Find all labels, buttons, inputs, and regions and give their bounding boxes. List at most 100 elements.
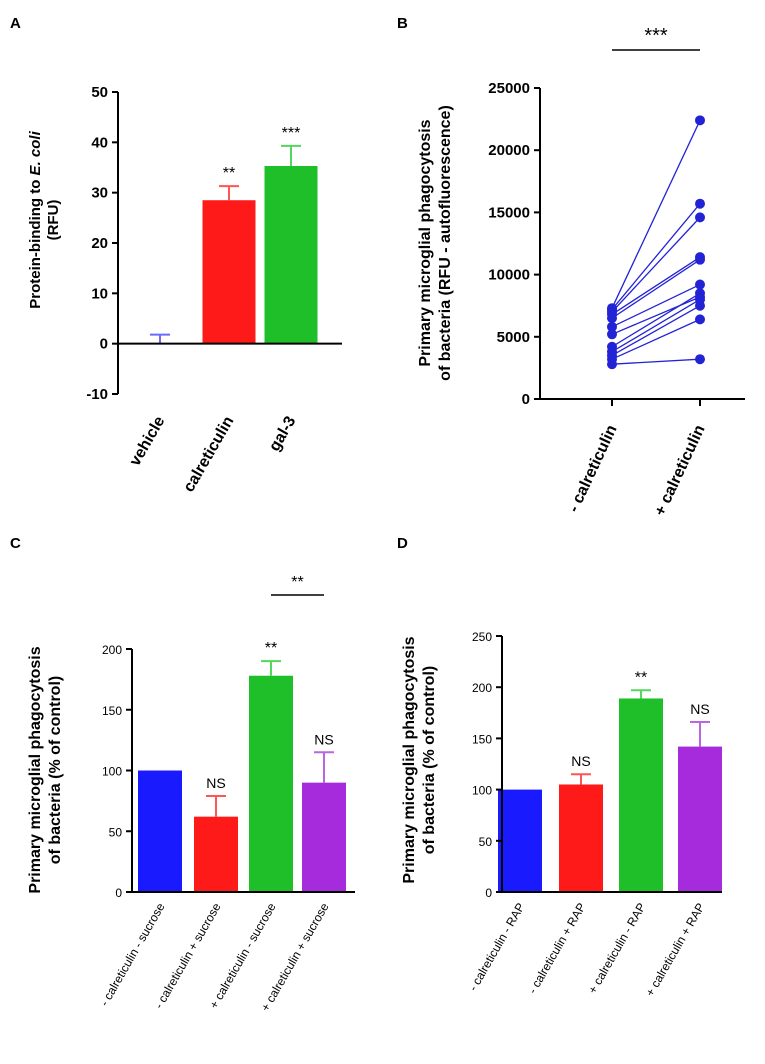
panel-letter: D xyxy=(397,535,408,552)
x-category-label: gal-3 xyxy=(266,413,299,454)
significance-label: *** xyxy=(282,125,301,142)
point-plus-calreticulin xyxy=(695,354,705,365)
significance-label: NS xyxy=(690,701,709,717)
y-tick-label: 25000 xyxy=(488,80,530,97)
x-category-label: - calreticulin + RAP xyxy=(525,901,588,997)
pair-line xyxy=(611,256,701,315)
y-tick-label: 50 xyxy=(109,825,123,839)
pair-line xyxy=(611,216,701,313)
panel-d: D NS ** NS 0 50 100 150 200 250 Primary microglial… xyxy=(397,535,722,999)
bar xyxy=(202,200,256,344)
pair-line xyxy=(611,120,701,309)
y-tick-label: 0 xyxy=(485,886,492,900)
bar xyxy=(194,816,238,892)
pair-line xyxy=(611,318,701,360)
significance-label: NS xyxy=(206,775,225,791)
pair-line xyxy=(611,259,701,319)
bar xyxy=(678,746,722,892)
significance-label: NS xyxy=(314,731,333,747)
bar xyxy=(249,675,293,892)
x-category-label: - calreticulin - RAP xyxy=(466,901,528,994)
pair-line xyxy=(611,292,701,348)
bracket-significance-label: *** xyxy=(644,25,668,47)
y-axis-label: Protein-binding to E. coli (RFU) xyxy=(27,130,62,308)
pair-line xyxy=(611,358,701,365)
bar xyxy=(559,784,603,892)
bracket-significance-label: ** xyxy=(291,574,303,591)
y-axis-label-line2: (RFU) xyxy=(45,200,62,241)
y-tick-label: 100 xyxy=(102,765,122,779)
y-tick-label: 30 xyxy=(91,185,108,202)
x-category-label: - calreticulin - sucrose xyxy=(97,900,168,1008)
x-category-label: + calreticulin + RAP xyxy=(643,901,708,999)
y-tick-label: 0 xyxy=(115,886,122,900)
point-minus-calreticulin xyxy=(607,329,617,340)
bar xyxy=(619,698,663,892)
point-minus-calreticulin xyxy=(607,321,617,332)
y-axis-label-line1: Protein-binding to xyxy=(27,175,44,308)
y-tick-label: 15000 xyxy=(488,204,530,221)
pair-line xyxy=(611,203,701,310)
significance-label: NS xyxy=(571,753,590,769)
point-plus-calreticulin xyxy=(695,314,705,325)
panel-c: C NS ** NS 0 50 100 150 200 ** Primary microglial … xyxy=(10,535,355,1014)
pair-line xyxy=(611,296,701,335)
point-plus-calreticulin xyxy=(695,279,705,290)
y-axis-label: Primary microglial phagocytosis of bacter… xyxy=(27,646,64,893)
y-tick-label: 200 xyxy=(472,681,492,695)
panel-letter: A xyxy=(10,15,21,32)
y-axis-label-line2: of bacteria (% of control) xyxy=(47,676,64,864)
significance-label: ** xyxy=(635,669,647,686)
y-tick-label: 250 xyxy=(472,630,492,644)
x-category-label: - calreticulin xyxy=(565,423,620,516)
panel-b: B 0 5000 10000 15000 20000 25000 *** Primary mic… xyxy=(397,15,745,519)
x-category-label: + calreticulin - RAP xyxy=(585,901,648,997)
point-plus-calreticulin xyxy=(695,212,705,223)
y-axis-label-italic: E. coli xyxy=(27,130,44,175)
y-tick-label: 0 xyxy=(100,336,108,353)
panel-letter: B xyxy=(397,15,408,32)
y-axis-label-line2: of bacteria (% of control) xyxy=(421,666,438,854)
point-plus-calreticulin xyxy=(695,198,705,209)
y-tick-label: 200 xyxy=(102,643,122,657)
y-tick-label: 100 xyxy=(472,784,492,798)
y-tick-label: 5000 xyxy=(497,329,530,346)
y-tick-label: 40 xyxy=(91,134,108,151)
y-tick-label: 50 xyxy=(91,84,108,101)
y-tick-label: 50 xyxy=(479,835,493,849)
point-plus-calreticulin xyxy=(695,291,705,302)
y-axis-label-line1: Primary microglial phagocytosis xyxy=(27,646,44,893)
bar xyxy=(302,782,346,892)
x-category-label: vehicle xyxy=(127,413,169,469)
y-tick-label: 10000 xyxy=(488,267,530,284)
point-minus-calreticulin xyxy=(607,341,617,352)
y-tick-label: 150 xyxy=(102,704,122,718)
bar xyxy=(498,789,542,892)
point-plus-calreticulin xyxy=(695,252,705,263)
y-tick-label: 20000 xyxy=(488,142,530,159)
bar xyxy=(264,165,318,344)
bar xyxy=(138,770,182,892)
significance-label: ** xyxy=(265,640,277,657)
pair-line xyxy=(611,298,701,353)
y-axis-label-line1: Primary microglial phagocytosis xyxy=(417,119,434,366)
y-tick-label: 0 xyxy=(522,391,530,408)
y-axis-label: Primary microglial phagocytosis of bacter… xyxy=(417,105,454,381)
y-tick-label: 150 xyxy=(472,732,492,746)
pair-line xyxy=(611,283,701,328)
point-minus-calreticulin xyxy=(607,303,617,314)
y-axis-label: Primary microglial phagocytosis of bacter… xyxy=(401,636,438,883)
x-category-label: + calreticulin xyxy=(652,423,709,519)
y-axis-label-line2: of bacteria (RFU - autofluorescence) xyxy=(437,105,454,381)
y-axis-label-line1: Primary microglial phagocytosis xyxy=(401,636,418,883)
significance-label: ** xyxy=(223,165,235,182)
point-plus-calreticulin xyxy=(695,115,705,126)
y-tick-label: 10 xyxy=(91,285,108,302)
x-category-label: calreticulin xyxy=(180,414,237,496)
y-tick-label: 20 xyxy=(91,235,108,252)
y-tick-label: -10 xyxy=(86,386,108,403)
panel-letter: C xyxy=(10,535,21,552)
pair-line xyxy=(611,305,701,357)
